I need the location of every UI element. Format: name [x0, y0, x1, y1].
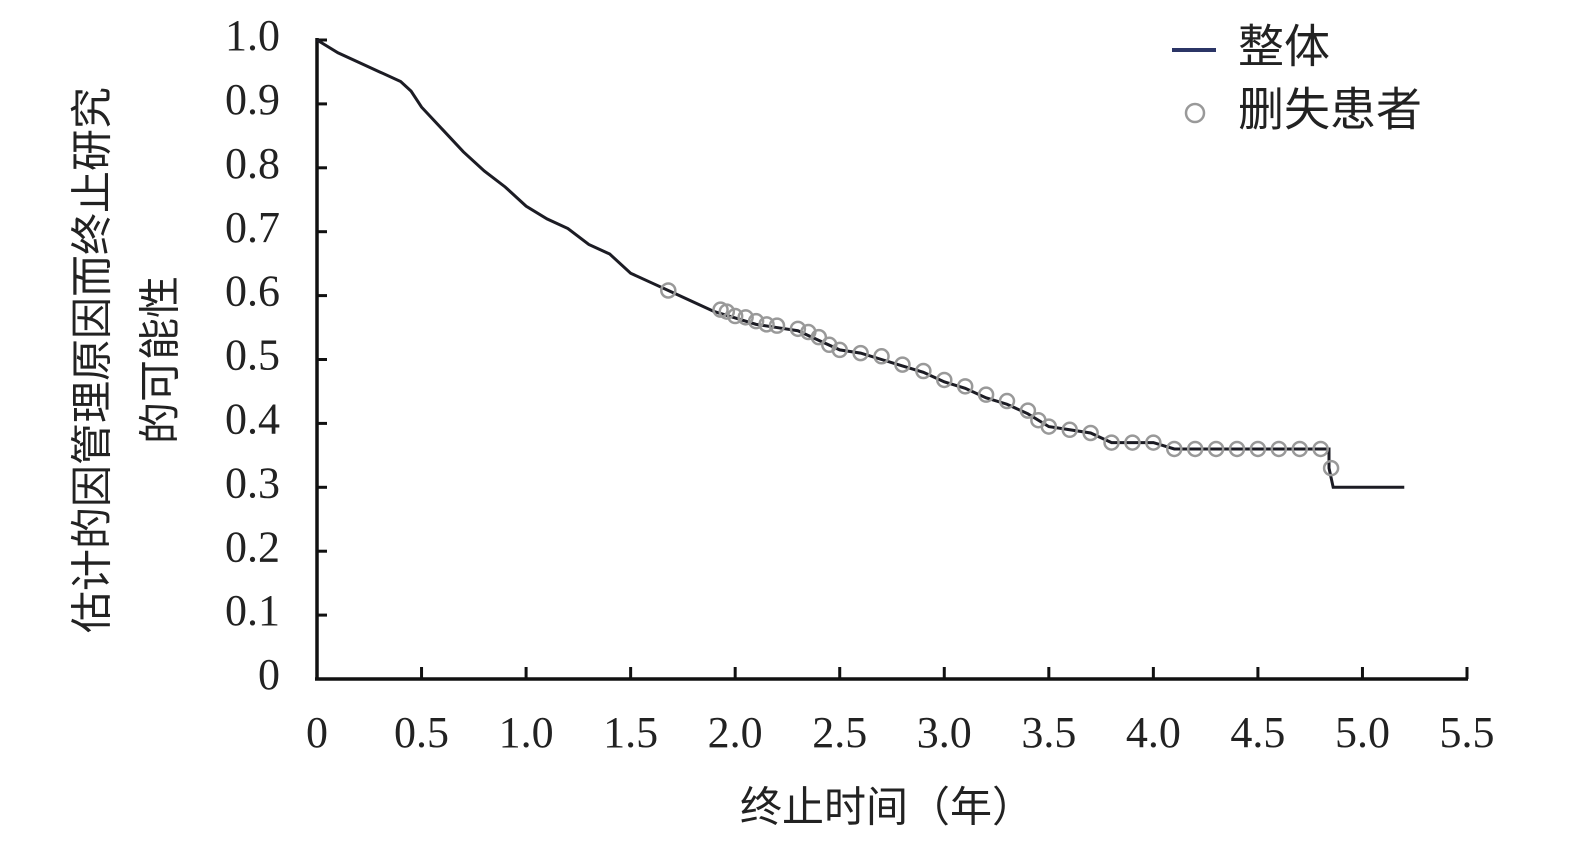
y-tick-label: 0.3	[225, 458, 280, 507]
x-tick-label: 3.0	[917, 708, 972, 757]
censor-marker	[1124, 434, 1141, 451]
censor-marker	[1322, 459, 1340, 477]
y-tick-label: 0.7	[225, 203, 280, 252]
x-axis-label: 终止时间（年）	[740, 783, 1034, 832]
censor-marker	[1145, 434, 1162, 451]
y-tick-label: 0.4	[225, 394, 280, 443]
censor-marker	[718, 303, 736, 320]
x-tick-label: 3.5	[1021, 708, 1076, 757]
legend-marker	[1184, 102, 1206, 124]
x-tick-label: 0	[306, 708, 328, 757]
censor-marker	[737, 309, 754, 326]
censor-marker	[1103, 434, 1120, 451]
censor-marker	[1228, 440, 1246, 458]
x-tick-label: 2.5	[812, 708, 867, 757]
censor-marker	[1019, 402, 1037, 419]
censor-marker	[977, 386, 995, 403]
censor-marker	[1082, 424, 1099, 442]
x-tick-label: 1.0	[499, 708, 554, 757]
legend-label: 整体	[1238, 20, 1330, 74]
censor-marker	[998, 392, 1016, 410]
censor-marker	[1312, 440, 1329, 458]
x-tick-label: 5.5	[1440, 708, 1495, 757]
censor-marker	[1207, 440, 1225, 458]
censor-marker	[1186, 440, 1204, 458]
x-tick-label: 2.0	[708, 708, 763, 757]
censor-marker	[660, 282, 677, 299]
censor-marker	[1249, 440, 1267, 458]
y-axis-label: 的可能性	[136, 276, 185, 444]
x-tick-label: 4.5	[1230, 708, 1285, 757]
censor-marker	[852, 344, 869, 362]
censor-marker	[956, 378, 974, 395]
y-tick-label: 0	[258, 650, 280, 699]
censor-marker	[894, 356, 911, 373]
legend-label: 删失患者	[1238, 83, 1422, 137]
censor-marker	[831, 341, 848, 359]
y-tick-label: 0.9	[225, 75, 280, 124]
y-tick-label: 0.1	[225, 586, 280, 635]
censor-marker	[873, 348, 890, 365]
y-tick-label: 0.8	[225, 139, 280, 188]
y-axis-label: 估计的因管理原因而终止研究	[68, 87, 117, 633]
censor-marker	[747, 312, 765, 330]
censor-marker	[1040, 418, 1058, 435]
x-tick-label: 1.5	[603, 708, 658, 757]
x-tick-label: 0.5	[394, 708, 449, 757]
censor-marker	[1291, 440, 1308, 458]
x-tick-label: 5.0	[1335, 708, 1390, 757]
y-tick-label: 0.6	[225, 267, 280, 316]
censor-marker	[768, 317, 786, 334]
y-tick-label: 0.5	[225, 331, 280, 380]
censor-marker	[936, 371, 953, 389]
y-tick-label: 1.0	[225, 11, 280, 60]
censor-marker	[915, 362, 932, 380]
y-tick-label: 0.2	[225, 522, 280, 571]
censor-marker	[810, 328, 828, 346]
censor-marker	[1166, 440, 1183, 458]
x-tick-label: 4.0	[1126, 708, 1181, 757]
censor-marker	[789, 320, 807, 338]
censor-marker	[726, 307, 744, 325]
censor-marker	[758, 316, 775, 333]
censor-marker	[1061, 421, 1078, 439]
censor-marker	[1270, 440, 1288, 458]
